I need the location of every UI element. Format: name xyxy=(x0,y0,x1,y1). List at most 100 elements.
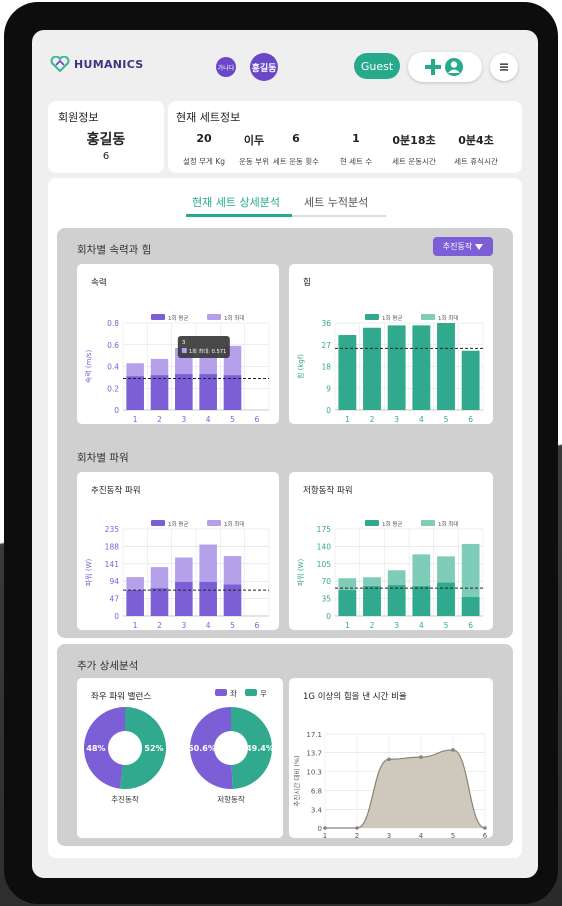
bar-avg xyxy=(437,582,455,616)
bar-avg xyxy=(338,335,357,410)
y-tick-label: 0 xyxy=(114,612,119,621)
y-tick-label: 35 xyxy=(321,595,331,604)
bar-avg xyxy=(363,327,381,410)
legend-avg-label: 1회 평균 xyxy=(382,520,402,528)
y-tick-label: 0 xyxy=(318,825,322,833)
x-tick-label: 5 xyxy=(451,832,455,838)
set-stat-value: 6 xyxy=(292,132,300,145)
tab-cumulative[interactable]: 세트 누적분석 xyxy=(304,196,369,209)
y-axis-label: 추진시간 대비 (%) xyxy=(292,755,301,806)
y-tick-label: 0.2 xyxy=(107,384,119,393)
legend-max-swatch xyxy=(421,314,435,320)
donut-right-slice xyxy=(119,707,167,789)
tooltip-swatch xyxy=(181,348,187,353)
menu-button[interactable] xyxy=(490,53,518,81)
bar-avg xyxy=(461,597,480,616)
set-stat-label: 세트 운동 횟수 xyxy=(272,157,320,166)
tooltip-label: 1회 최대: 0.571 xyxy=(189,347,227,355)
x-tick-label: 3 xyxy=(394,621,399,630)
guest-button[interactable]: Guest xyxy=(354,53,400,79)
legend-max-label: 1회 최대 xyxy=(438,520,458,528)
add-user-icon xyxy=(425,58,463,76)
x-tick-label: 2 xyxy=(157,621,162,630)
x-tick-label: 4 xyxy=(419,415,424,424)
data-point xyxy=(483,826,487,830)
y-tick-label: 94 xyxy=(109,577,119,586)
bar-avg xyxy=(126,376,144,410)
legend-max-label: 1회 최대 xyxy=(224,520,244,528)
push-power-chart: 1회 평균 1회 최대 0 47 94 141 188 235 파워 (W) 1 2 3 4 5 6 xyxy=(84,520,270,630)
motion-dropdown[interactable]: 추진동작 xyxy=(433,237,493,256)
donut-left-slice xyxy=(84,707,125,789)
y-tick-label: 141 xyxy=(105,560,120,569)
y-axis-label: 파워 (W) xyxy=(84,558,93,586)
bar-avg xyxy=(412,325,431,410)
x-tick-label: 5 xyxy=(230,621,235,630)
x-tick-label: 1 xyxy=(345,621,350,630)
legend-avg-swatch xyxy=(151,520,165,526)
y-tick-label: 10.3 xyxy=(306,768,322,776)
x-tick-label: 6 xyxy=(483,832,488,838)
tab-current-set[interactable]: 현재 세트 상세분석 xyxy=(192,196,280,209)
y-tick-label: 175 xyxy=(317,525,332,534)
bar-avg xyxy=(412,586,431,616)
set-stat-5: 0분18초 세트 운동시간 xyxy=(385,132,443,167)
user-avatar-small[interactable]: 가나다 xyxy=(216,57,236,77)
x-tick-label: 6 xyxy=(468,621,473,630)
y-tick-label: 3.4 xyxy=(311,806,323,814)
y-axis-label: 속력 (m/s) xyxy=(85,350,93,384)
data-point xyxy=(323,826,327,830)
member-info-card: 회원정보 홍길동 6 xyxy=(48,101,164,173)
power-title: 회차별 파워 xyxy=(77,452,129,464)
donut-left-pct: 48% xyxy=(86,744,105,753)
y-tick-label: 6.8 xyxy=(311,788,322,796)
brand-logo[interactable]: HUMANICS xyxy=(50,56,144,72)
legend-max-swatch xyxy=(207,314,221,320)
resist-power-chart: 1회 평균 1회 최대 0 35 70 105 140 175 파워 (W) 1 2 3 4 5 6 xyxy=(296,520,484,630)
tab-active-indicator xyxy=(186,214,292,217)
speed-force-section: 회차별 속력과 힘 추진동작 속력 1회 평균 1회 최대 0 0.2 0.4 0.6 0.… xyxy=(57,228,513,458)
resist-power-chart-card: 저항동작 파워 1회 평균 1회 최대 0 35 70 105 140 175 파워 (W) 1 2… xyxy=(289,472,493,630)
y-tick-label: 18 xyxy=(321,363,331,372)
y-tick-label: 47 xyxy=(109,595,119,604)
set-stat-label: 설정 무게 Kg xyxy=(182,157,226,166)
set-stat-2: 이두 운동 부위 xyxy=(230,132,278,167)
legend-avg-label: 1회 평균 xyxy=(168,314,188,322)
x-tick-label: 5 xyxy=(444,621,449,630)
tooltip-rep: 3 xyxy=(182,340,186,346)
set-stat-label: 운동 부위 xyxy=(239,157,269,166)
y-tick-label: 0 xyxy=(326,406,331,415)
tablet-frame: HUMANICS 가나다 홍길동 Guest 회원정보 홍길동 6 xyxy=(4,2,558,904)
member-info-title: 회원정보 xyxy=(58,111,99,124)
x-tick-label: 6 xyxy=(254,415,259,424)
set-stat-value: 0분18초 xyxy=(392,134,436,147)
x-tick-label: 3 xyxy=(181,621,186,630)
y-tick-label: 27 xyxy=(321,341,331,350)
x-tick-label: 1 xyxy=(323,832,327,838)
x-tick-label: 1 xyxy=(345,415,350,424)
x-tick-label: 3 xyxy=(181,415,186,424)
y-tick-label: 235 xyxy=(105,525,120,534)
set-stat-3: 6 세트 운동 횟수 xyxy=(264,132,328,167)
x-tick-label: 6 xyxy=(468,415,473,424)
extra-title: 추가 상세분석 xyxy=(77,660,139,672)
bar-avg xyxy=(175,581,193,616)
set-info-card: 현재 세트정보 xyxy=(168,101,522,173)
donut-label: 저항동작 xyxy=(217,794,245,804)
add-user-button[interactable] xyxy=(408,52,482,82)
push-power-chart-card: 추진동작 파워 1회 평균 1회 최대 0 47 94 141 188 235 파워 (W) 1 2… xyxy=(77,472,279,630)
resist-power-chart-title: 저항동작 파워 xyxy=(303,486,353,496)
bar-avg xyxy=(199,374,217,410)
donut-right-pct: 52% xyxy=(144,744,163,753)
set-stat-label: 세트 휴식시간 xyxy=(454,157,498,166)
bar-avg xyxy=(363,586,381,616)
bar-avg xyxy=(223,375,242,410)
member-number: 6 xyxy=(102,151,110,162)
power-section: 회차별 파워 추진동작 파워 1회 평균 1회 최대 0 47 94 141 188 235 파… xyxy=(57,436,513,638)
set-stat-1: 20 설정 무게 Kg xyxy=(176,132,232,167)
legend-left-swatch xyxy=(215,689,227,696)
y-tick-label: 188 xyxy=(105,542,120,551)
x-tick-label: 2 xyxy=(370,415,375,424)
user-avatar-active[interactable]: 홍길동 xyxy=(250,53,278,81)
bar-avg xyxy=(387,585,406,616)
